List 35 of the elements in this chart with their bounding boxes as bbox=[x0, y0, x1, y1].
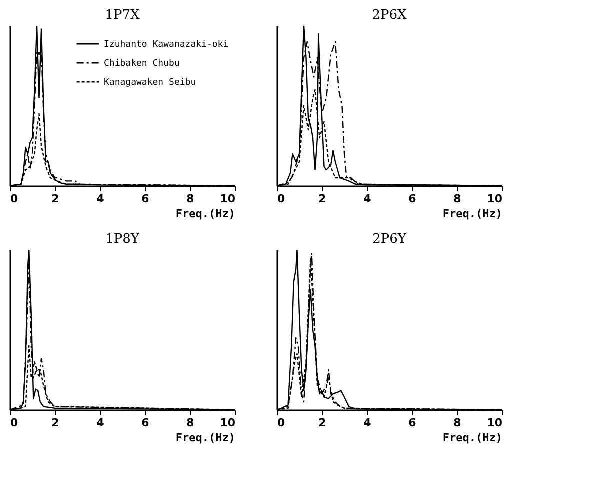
x-tick-label: 8 bbox=[186, 416, 194, 430]
x-tick-label: 2 bbox=[52, 416, 60, 430]
legend-label: Chibaken Chubu bbox=[104, 59, 180, 69]
x-tick-label: 6 bbox=[142, 416, 150, 430]
x-tick-label: 4 bbox=[364, 416, 372, 430]
legend-label: Izuhanto Kawanazaki-oki bbox=[104, 40, 229, 50]
x-tick-label: 6 bbox=[142, 192, 150, 206]
x-tick-label: 0 bbox=[10, 416, 18, 430]
chart-title: 1P7X bbox=[105, 8, 141, 23]
x-tick-label: 8 bbox=[454, 192, 462, 206]
x-tick-label: 10 bbox=[220, 192, 236, 206]
x-axis-title: Freq.(Hz) bbox=[176, 208, 236, 220]
x-tick-label: 8 bbox=[454, 416, 462, 430]
x-tick-label: 4 bbox=[96, 416, 105, 430]
legend-label: Kanagawaken Seibu bbox=[104, 78, 196, 88]
x-tick-label: 2 bbox=[318, 192, 326, 206]
x-axis-title: Freq.(Hz) bbox=[176, 432, 236, 444]
x-tick-label: 10 bbox=[487, 416, 503, 430]
x-tick-label: 10 bbox=[487, 192, 503, 206]
x-tick-label: 2 bbox=[52, 192, 60, 206]
x-tick-label: 8 bbox=[186, 192, 194, 206]
x-tick-label: 4 bbox=[96, 192, 105, 206]
x-axis-title: Freq.(Hz) bbox=[442, 208, 502, 220]
x-tick-label: 2 bbox=[318, 416, 326, 430]
chart-title: 2P6X bbox=[372, 8, 408, 23]
x-tick-label: 10 bbox=[220, 416, 236, 430]
x-tick-label: 0 bbox=[10, 192, 18, 206]
x-tick-label: 6 bbox=[408, 192, 417, 206]
x-tick-label: 4 bbox=[364, 192, 372, 206]
x-axis-title: Freq.(Hz) bbox=[442, 432, 502, 444]
x-tick-label: 6 bbox=[408, 416, 417, 430]
x-tick-label: 0 bbox=[278, 192, 286, 206]
x-tick-label: 0 bbox=[278, 416, 286, 430]
chart-title: 2P6Y bbox=[372, 232, 407, 247]
chart-title: 1P8Y bbox=[106, 232, 140, 247]
